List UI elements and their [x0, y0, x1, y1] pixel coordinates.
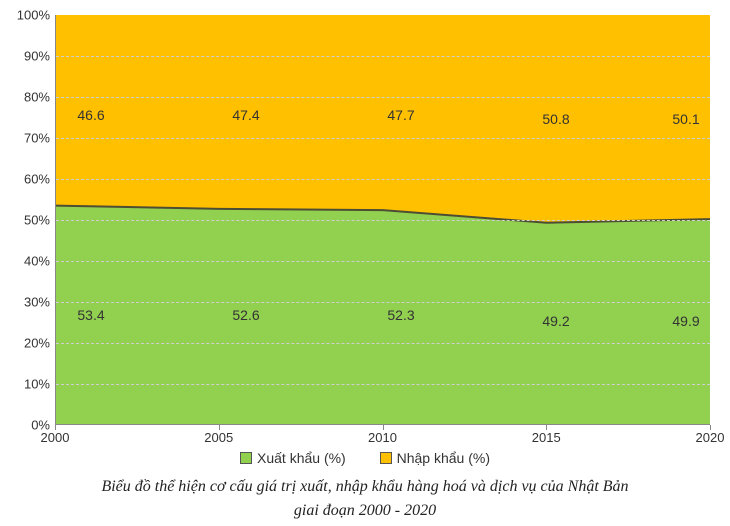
y-tick-100: 100% — [5, 8, 50, 23]
value-label-import: 47.7 — [387, 107, 414, 123]
caption-line-1: Biểu đồ thể hiện cơ cấu giá trị xuất, nh… — [0, 475, 730, 499]
gridline — [56, 56, 710, 57]
gridline — [56, 138, 710, 139]
x-tick-mark — [546, 425, 547, 430]
y-tick-10: 10% — [5, 377, 50, 392]
area-import — [56, 15, 710, 223]
value-label-export: 49.9 — [672, 313, 699, 329]
caption-line-2: giai đoạn 2000 - 2020 — [0, 499, 730, 523]
area-export — [56, 206, 710, 424]
y-tick-90: 90% — [5, 49, 50, 64]
value-label-export: 53.4 — [77, 307, 104, 323]
legend-item-import: Nhập khẩu (%) — [380, 450, 490, 466]
y-tick-30: 30% — [5, 295, 50, 310]
y-tick-80: 80% — [5, 90, 50, 105]
y-tick-60: 60% — [5, 172, 50, 187]
gridline — [56, 261, 710, 262]
chart-container: 0% 10% 20% 30% 40% 50% 60% 70% 80% 90% 1… — [0, 0, 730, 526]
x-tick-label: 2000 — [41, 430, 70, 445]
legend-item-export: Xuất khẩu (%) — [240, 450, 346, 466]
x-tick-mark — [710, 425, 711, 430]
x-tick-label: 2005 — [204, 430, 233, 445]
gridline — [56, 179, 710, 180]
x-tick-label: 2015 — [532, 430, 561, 445]
gridline — [56, 384, 710, 385]
legend-label: Nhập khẩu (%) — [397, 450, 490, 466]
legend-swatch — [240, 452, 252, 464]
y-tick-20: 20% — [5, 336, 50, 351]
x-tick-mark — [383, 425, 384, 430]
x-tick-label: 2010 — [368, 430, 397, 445]
legend-swatch — [380, 452, 392, 464]
legend-label: Xuất khẩu (%) — [257, 450, 346, 466]
gridline — [56, 97, 710, 98]
legend: Xuất khẩu (%) Nhập khẩu (%) — [0, 450, 730, 467]
value-label-export: 49.2 — [542, 313, 569, 329]
gridline — [56, 343, 710, 344]
gridline — [56, 220, 710, 221]
plot-area: 46.6 47.4 47.7 50.8 50.1 53.4 52.6 52.3 … — [55, 15, 710, 425]
value-label-export: 52.6 — [232, 307, 259, 323]
value-label-import: 46.6 — [77, 107, 104, 123]
x-tick-mark — [219, 425, 220, 430]
value-label-import: 47.4 — [232, 107, 259, 123]
x-tick-label: 2020 — [696, 430, 725, 445]
chart-caption: Biểu đồ thể hiện cơ cấu giá trị xuất, nh… — [0, 475, 730, 523]
gridline — [56, 302, 710, 303]
x-tick-mark — [55, 425, 56, 430]
y-tick-70: 70% — [5, 131, 50, 146]
y-tick-40: 40% — [5, 254, 50, 269]
value-label-export: 52.3 — [387, 307, 414, 323]
value-label-import: 50.8 — [542, 111, 569, 127]
y-tick-50: 50% — [5, 213, 50, 228]
value-label-import: 50.1 — [672, 111, 699, 127]
